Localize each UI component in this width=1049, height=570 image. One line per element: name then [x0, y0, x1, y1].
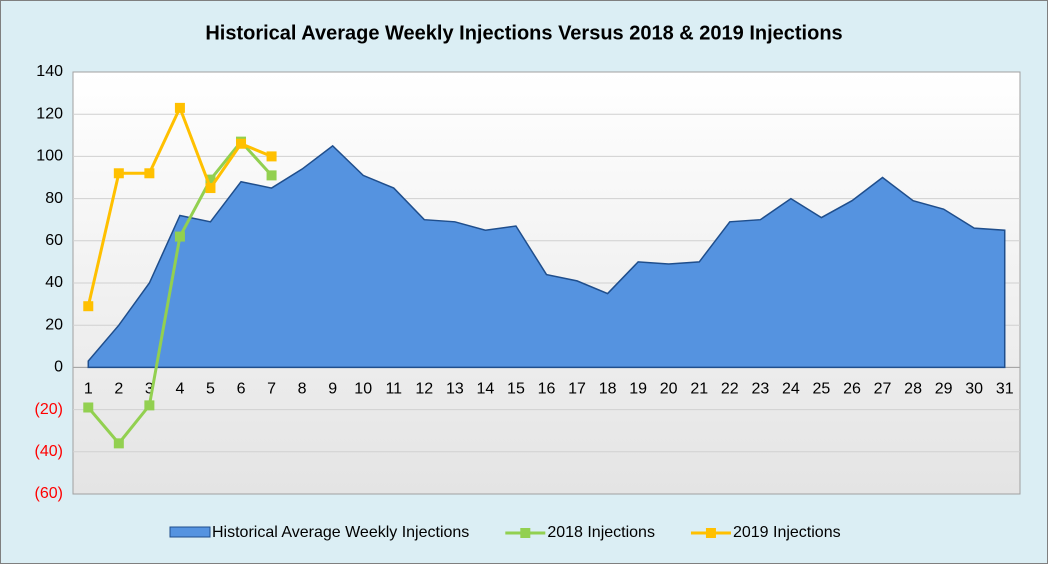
- x-tick-label: 23: [751, 381, 769, 398]
- marker: [83, 402, 94, 413]
- legend-label: 2018 Injections: [547, 524, 655, 541]
- marker: [205, 174, 216, 185]
- x-tick-label: 6: [237, 381, 246, 398]
- marker: [144, 400, 155, 411]
- x-tick-label: 15: [507, 381, 525, 398]
- x-tick-label: 30: [965, 381, 983, 398]
- x-tick-label: 5: [206, 381, 215, 398]
- x-tick-label: 25: [813, 381, 831, 398]
- x-tick-label: 10: [354, 381, 372, 398]
- chart-title: Historical Average Weekly Injections Ver…: [205, 22, 842, 44]
- marker: [113, 438, 124, 449]
- legend-marker: [520, 528, 531, 538]
- x-tick-label: 26: [843, 381, 861, 398]
- y-tick-label: 140: [36, 63, 63, 80]
- y-tick-label: (20): [35, 401, 63, 418]
- x-tick-label: 13: [446, 381, 464, 398]
- marker: [174, 102, 185, 113]
- marker: [266, 170, 277, 181]
- y-tick-label: 40: [45, 274, 63, 291]
- marker: [174, 231, 185, 242]
- area: [87, 144, 1006, 369]
- y-tick-label: 60: [45, 232, 63, 249]
- x-tick-label: 8: [298, 381, 307, 398]
- x-tick-label: 4: [175, 381, 184, 398]
- legend-swatch: [169, 526, 211, 538]
- x-tick-label: 19: [629, 381, 647, 398]
- legend-label: Historical Average Weekly Injections: [212, 524, 469, 541]
- y-tick-label: 100: [36, 148, 63, 165]
- x-tick-label: 24: [782, 381, 800, 398]
- x-tick-label: 16: [538, 381, 556, 398]
- marker: [144, 168, 155, 179]
- marker: [205, 183, 216, 194]
- legend-label: 2019 Injections: [733, 524, 841, 541]
- x-tick-label: 11: [385, 381, 402, 398]
- x-tick-label: 28: [904, 381, 922, 398]
- x-tick-label: 9: [328, 381, 337, 398]
- y-tick-label: 80: [45, 190, 63, 207]
- x-tick-label: 3: [145, 381, 154, 398]
- marker: [83, 301, 94, 312]
- y-tick-label: (40): [35, 443, 63, 460]
- x-tick-label: 20: [660, 381, 678, 398]
- marker: [266, 151, 277, 162]
- x-tick-label: 21: [690, 381, 708, 398]
- x-tick-label: 22: [721, 381, 739, 398]
- legend-marker: [705, 528, 716, 538]
- x-tick-label: 31: [996, 381, 1014, 398]
- x-tick-label: 12: [415, 381, 433, 398]
- marker: [236, 138, 247, 149]
- x-tick-label: 7: [267, 381, 276, 398]
- x-tick-label: 27: [874, 381, 892, 398]
- y-tick-label: (60): [35, 485, 63, 502]
- x-tick-label: 18: [599, 381, 617, 398]
- x-tick-label: 17: [568, 381, 586, 398]
- marker: [113, 168, 124, 179]
- x-tick-label: 29: [935, 381, 953, 398]
- y-tick-label: 20: [45, 316, 63, 333]
- y-tick-label: 0: [54, 359, 63, 376]
- x-tick-label: 2: [114, 381, 123, 398]
- y-tick-label: 120: [36, 105, 63, 122]
- x-tick-label: 1: [84, 381, 93, 398]
- x-tick-label: 14: [477, 381, 495, 398]
